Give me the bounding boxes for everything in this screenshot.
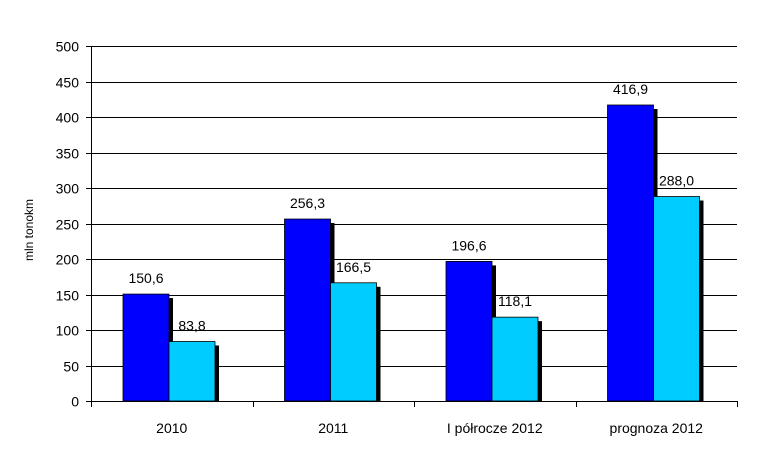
bar-series-2-2 — [491, 316, 539, 402]
y-tick-label: 350 — [56, 146, 80, 162]
x-category-label: prognoza 2012 — [610, 420, 704, 436]
x-category-label: 2010 — [156, 420, 187, 436]
bar-series-1-1 — [284, 218, 331, 402]
data-label: 288,0 — [659, 173, 694, 189]
y-tick-label: 500 — [56, 39, 80, 55]
data-label: 416,9 — [613, 81, 648, 97]
bars — [122, 104, 704, 402]
y-tick-label: 400 — [56, 110, 80, 126]
y-tick-label: 450 — [56, 75, 80, 91]
x-category-label: 2011 — [318, 420, 348, 436]
data-label: 196,6 — [451, 237, 486, 253]
bar-series-1-0 — [122, 293, 170, 402]
data-labels: 150,6 83,8 256,3 166,5 196,6 118,1 416,9 288,0 — [128, 81, 694, 334]
x-axis-categories: 2010 2011 I półrocze 2012 prognoza 2012 — [156, 420, 703, 436]
data-label: 118,1 — [498, 293, 532, 309]
data-label: 256,3 — [290, 195, 325, 211]
bar-series-2-0 — [168, 341, 216, 402]
bar-series-2-3 — [653, 196, 700, 402]
bar-series-1-2 — [445, 261, 493, 402]
y-axis-ticks: 0 50 100 150 200 250 300 350 400 450 500 — [56, 39, 91, 410]
y-tick-label: 50 — [63, 359, 79, 375]
data-label: 166,5 — [336, 259, 371, 275]
x-category-label: I półrocze 2012 — [447, 420, 543, 436]
y-tick-label: 150 — [56, 288, 80, 304]
y-tick-label: 250 — [56, 217, 80, 233]
y-tick-label: 0 — [71, 394, 79, 410]
data-label: 150,6 — [128, 270, 163, 286]
data-label: 83,8 — [178, 318, 205, 334]
y-tick-label: 300 — [56, 181, 80, 197]
y-tick-label: 200 — [56, 252, 80, 268]
bar-series-1-3 — [607, 104, 654, 402]
y-axis-title: mln tonokm — [22, 199, 36, 261]
bar-series-2-1 — [330, 282, 377, 402]
axes — [91, 46, 738, 407]
y-tick-label: 100 — [56, 323, 80, 339]
gridlines — [91, 46, 737, 367]
